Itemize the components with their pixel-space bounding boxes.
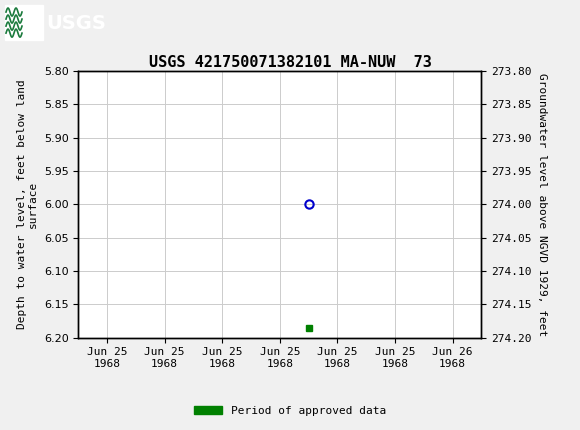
Y-axis label: Depth to water level, feet below land
surface: Depth to water level, feet below land su… bbox=[17, 80, 38, 329]
Text: USGS 421750071382101 MA-NUW  73: USGS 421750071382101 MA-NUW 73 bbox=[148, 55, 432, 70]
Bar bbox=[5, 5, 43, 40]
Text: USGS: USGS bbox=[46, 14, 106, 33]
Legend: Period of approved data: Period of approved data bbox=[190, 401, 390, 420]
Y-axis label: Groundwater level above NGVD 1929, feet: Groundwater level above NGVD 1929, feet bbox=[537, 73, 547, 336]
